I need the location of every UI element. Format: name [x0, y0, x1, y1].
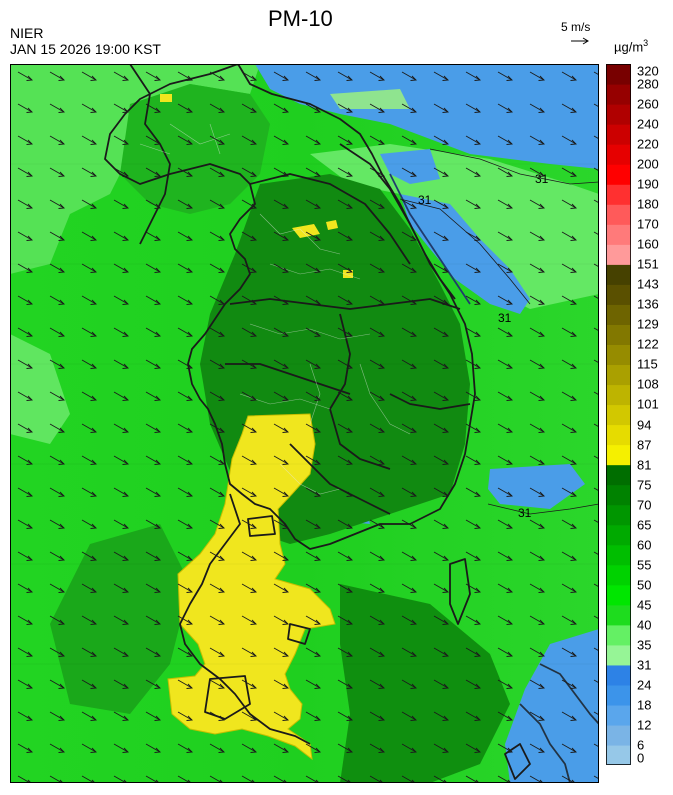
legend-label: 87	[637, 437, 652, 453]
legend-swatch	[606, 644, 631, 666]
legend-swatch	[606, 584, 631, 606]
legend-label: 50	[637, 577, 652, 593]
legend-swatch	[606, 104, 631, 125]
legend-swatch	[606, 424, 631, 446]
legend-label: 115	[637, 356, 658, 372]
legend-label: 220	[637, 136, 659, 152]
legend-swatch	[606, 504, 631, 526]
legend-label: 70	[637, 497, 652, 513]
timestamp: JAN 15 2026 19:00 KST	[10, 41, 161, 57]
legend-swatch	[606, 264, 631, 285]
legend-swatch	[606, 344, 631, 366]
agency-label: NIER	[10, 25, 44, 41]
legend-label: 101	[637, 396, 659, 412]
legend-label: 35	[637, 637, 652, 653]
legend-swatch	[606, 684, 631, 706]
legend-label: 320	[637, 63, 659, 79]
legend-label: 260	[637, 96, 659, 112]
legend-label: 108	[637, 376, 659, 392]
legend-swatch	[606, 564, 631, 586]
map-frame	[10, 64, 599, 783]
legend-swatch	[606, 624, 631, 646]
legend-swatch	[606, 484, 631, 506]
wind-scale-arrow-icon	[571, 37, 589, 45]
legend-swatch	[606, 664, 631, 686]
legend-swatch	[606, 144, 631, 165]
legend-swatch	[606, 204, 631, 225]
legend-label: 200	[637, 156, 659, 172]
pm10-map: 31 31 31 31	[10, 64, 599, 783]
color-legend-labels: 0 6 12 18 24 31 35 40 45 50 55 60 65 70 75 81 87 94 101 108…	[637, 64, 671, 765]
legend-label: 24	[637, 677, 652, 693]
legend-label: 65	[637, 517, 652, 533]
legend-label: 136	[637, 296, 659, 312]
legend-label: 160	[637, 236, 659, 252]
legend-label: 180	[637, 196, 659, 212]
legend-label: 75	[637, 477, 652, 493]
legend-label: 55	[637, 557, 652, 573]
legend-label: 81	[637, 457, 652, 473]
unit-label: µg/m3	[614, 38, 649, 55]
legend-label: 12	[637, 717, 652, 733]
legend-swatch	[606, 184, 631, 205]
legend-label: 40	[637, 617, 652, 633]
legend-swatch	[606, 324, 631, 345]
legend-swatch	[606, 284, 631, 305]
legend-swatch	[606, 384, 631, 406]
legend-swatch	[606, 224, 631, 245]
legend-label: 190	[637, 176, 659, 192]
legend-swatch	[606, 724, 631, 746]
legend-label: 151	[637, 256, 659, 272]
wind-scale-label: 5 m/s	[561, 20, 591, 34]
legend-label: 18	[637, 697, 652, 713]
legend-label: 280	[637, 76, 659, 92]
legend-label: 94	[637, 417, 652, 432]
legend-frame	[606, 64, 631, 765]
legend-swatch	[606, 524, 631, 546]
legend-label: 122	[637, 336, 659, 352]
legend-label: 143	[637, 276, 659, 292]
legend-label: 240	[637, 116, 659, 132]
legend-swatch	[606, 124, 631, 145]
legend-label: 6	[637, 737, 645, 753]
legend-swatch	[606, 64, 631, 85]
legend-swatch	[606, 364, 631, 386]
legend-swatch	[606, 604, 631, 626]
legend-swatch	[606, 544, 631, 566]
legend-label: 0	[637, 750, 645, 766]
legend-label: 170	[637, 216, 659, 232]
wind-vectors	[10, 64, 599, 783]
legend-swatch	[606, 244, 631, 265]
legend-swatch	[606, 744, 631, 765]
legend-swatch	[606, 704, 631, 726]
legend-swatch	[606, 164, 631, 185]
legend-swatch	[606, 444, 631, 466]
legend-swatch	[606, 84, 631, 105]
legend-label: 31	[637, 657, 652, 673]
legend-swatch	[606, 304, 631, 325]
legend-swatch	[606, 464, 631, 486]
legend-label: 129	[637, 316, 659, 332]
legend-swatch	[606, 404, 631, 426]
map-title: PM-10	[268, 6, 333, 31]
legend-label: 60	[637, 537, 652, 553]
legend-label: 45	[637, 597, 652, 613]
color-legend-bar	[606, 64, 631, 765]
